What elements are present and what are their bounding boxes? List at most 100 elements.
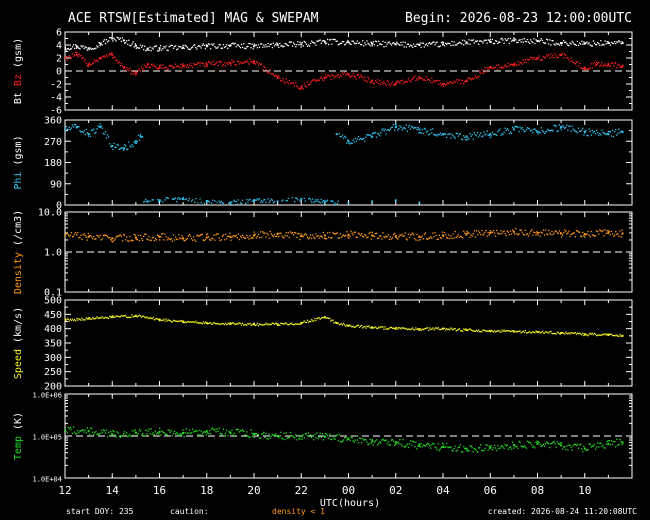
data-point <box>116 315 118 317</box>
data-point <box>569 60 571 63</box>
data-point <box>470 329 472 331</box>
data-point <box>442 43 444 46</box>
data-point <box>76 433 78 435</box>
data-point <box>465 139 467 141</box>
data-point <box>344 71 346 73</box>
data-point <box>577 447 580 449</box>
data-point <box>111 237 114 240</box>
data-point <box>328 437 330 439</box>
data-point <box>489 446 492 449</box>
data-point <box>243 62 245 64</box>
data-point <box>73 431 76 433</box>
data-point <box>135 432 137 434</box>
data-point <box>202 321 204 323</box>
data-point <box>383 130 385 132</box>
data-point <box>347 201 350 204</box>
data-point <box>610 333 613 336</box>
x-tick-label: 08 <box>531 484 544 497</box>
data-point <box>413 127 415 129</box>
data-point <box>472 450 474 453</box>
data-point <box>572 61 574 64</box>
data-point <box>538 231 540 234</box>
data-point <box>113 56 115 58</box>
data-point <box>434 231 436 234</box>
data-point <box>595 63 598 66</box>
data-point <box>363 45 365 47</box>
data-point <box>200 61 202 64</box>
data-point <box>300 88 302 90</box>
data-point <box>255 432 258 435</box>
data-point <box>198 45 200 47</box>
data-point <box>153 65 156 67</box>
data-point <box>200 430 202 432</box>
data-point <box>300 198 302 200</box>
data-point <box>463 445 465 448</box>
data-point <box>351 40 353 42</box>
data-point <box>143 315 145 317</box>
data-point <box>106 317 109 319</box>
data-point <box>148 66 150 69</box>
data-point <box>180 46 182 48</box>
data-point <box>522 59 524 61</box>
data-point <box>491 448 494 451</box>
data-point <box>300 86 303 89</box>
data-point <box>206 200 209 202</box>
data-point <box>588 42 590 44</box>
data-point <box>618 235 620 237</box>
data-point <box>193 431 195 433</box>
data-point <box>159 239 161 241</box>
data-point <box>356 439 359 441</box>
data-point <box>208 430 211 432</box>
data-point <box>605 443 607 445</box>
data-point <box>468 328 470 330</box>
data-point <box>586 449 588 451</box>
data-point <box>150 317 152 319</box>
data-point <box>124 41 127 44</box>
data-point <box>465 80 467 82</box>
data-point <box>236 44 238 46</box>
data-point <box>620 42 622 45</box>
data-point <box>418 235 420 237</box>
data-point <box>260 201 262 203</box>
data-point <box>80 234 82 236</box>
data-point <box>83 60 85 62</box>
data-point <box>378 82 380 85</box>
data-point <box>586 68 588 70</box>
data-point <box>233 43 235 45</box>
data-point <box>505 330 507 332</box>
data-point <box>554 44 556 46</box>
data-point <box>534 447 536 449</box>
data-point <box>68 49 70 51</box>
data-point <box>583 445 585 448</box>
data-point <box>82 234 84 236</box>
data-point <box>564 53 566 55</box>
data-point <box>312 79 314 81</box>
data-point <box>127 240 129 242</box>
data-point <box>222 234 225 236</box>
data-point <box>158 318 161 321</box>
data-point <box>383 46 385 48</box>
data-point <box>277 435 279 437</box>
data-point <box>134 142 136 144</box>
data-point <box>431 328 433 330</box>
data-point <box>570 446 572 449</box>
data-point <box>350 325 352 327</box>
x-tick-label: 02 <box>389 484 402 497</box>
data-point <box>352 40 354 42</box>
data-point <box>116 143 118 146</box>
data-point <box>253 60 255 63</box>
data-point <box>256 235 259 238</box>
data-point <box>404 127 406 130</box>
data-point <box>111 37 113 39</box>
data-point <box>117 37 119 39</box>
data-point <box>195 197 197 200</box>
data-point <box>472 39 474 41</box>
data-point <box>176 238 178 240</box>
data-point <box>463 135 465 137</box>
data-point <box>472 330 474 332</box>
data-point <box>535 58 537 61</box>
data-point <box>612 42 615 45</box>
data-point <box>275 75 278 77</box>
data-point <box>171 321 174 323</box>
